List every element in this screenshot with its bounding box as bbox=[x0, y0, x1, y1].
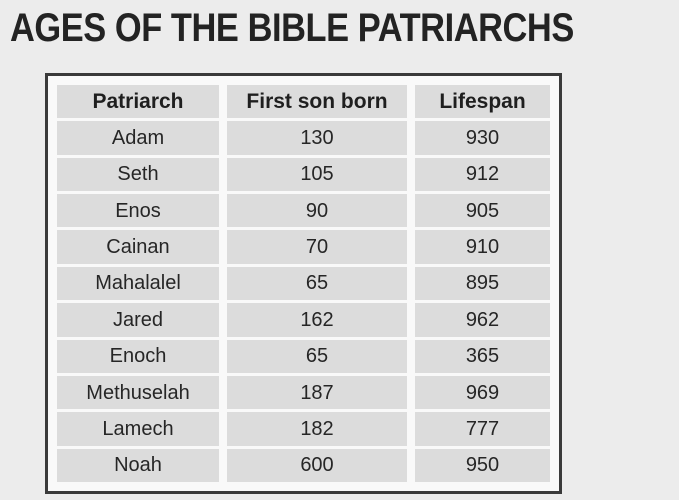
table-cell-first-son-born: 65 bbox=[227, 266, 407, 301]
table-cell-lifespan: 969 bbox=[415, 375, 550, 410]
table-cell-lifespan: 777 bbox=[415, 412, 550, 446]
table-cell-lifespan: 910 bbox=[415, 230, 550, 264]
table-cell-patriarch: Mahalalel bbox=[57, 266, 219, 301]
table-cell-first-son-born: 187 bbox=[227, 375, 407, 410]
table-cell-patriarch: Cainan bbox=[57, 230, 219, 264]
table-cell-lifespan: 905 bbox=[415, 194, 550, 228]
table-cell-lifespan: 912 bbox=[415, 157, 550, 192]
table-cell-first-son-born: 90 bbox=[227, 194, 407, 228]
table-cell-patriarch: Adam bbox=[57, 121, 219, 155]
table-cell-lifespan: 365 bbox=[415, 339, 550, 373]
table-cell-patriarch: Enos bbox=[57, 194, 219, 228]
table-cell-patriarch: Enoch bbox=[57, 339, 219, 373]
table-cell-first-son-born: 70 bbox=[227, 230, 407, 264]
table-cell-first-son-born: 105 bbox=[227, 157, 407, 192]
table-cell-first-son-born: 65 bbox=[227, 339, 407, 373]
table-cell-patriarch: Seth bbox=[57, 157, 219, 192]
table-cell-patriarch: Methuselah bbox=[57, 375, 219, 410]
table-cell-lifespan: 895 bbox=[415, 266, 550, 301]
column-header-lifespan: Lifespan bbox=[415, 85, 550, 119]
column-header-first-son-born: First son born bbox=[227, 85, 407, 119]
table-cell-lifespan: 950 bbox=[415, 448, 550, 482]
table-cell-first-son-born: 162 bbox=[227, 303, 407, 337]
table-cell-patriarch: Noah bbox=[57, 448, 219, 482]
page-title: AGES OF THE BIBLE PATRIARCHS bbox=[10, 6, 574, 50]
table-cell-first-son-born: 182 bbox=[227, 412, 407, 446]
table-cell-first-son-born: 130 bbox=[227, 121, 407, 155]
table-grid: Patriarch First son born Lifespan Adam 1… bbox=[57, 85, 550, 482]
column-header-patriarch: Patriarch bbox=[57, 85, 219, 119]
table-cell-lifespan: 962 bbox=[415, 303, 550, 337]
table-cell-first-son-born: 600 bbox=[227, 448, 407, 482]
table-cell-patriarch: Lamech bbox=[57, 412, 219, 446]
table-cell-lifespan: 930 bbox=[415, 121, 550, 155]
table-cell-patriarch: Jared bbox=[57, 303, 219, 337]
patriarchs-table: Patriarch First son born Lifespan Adam 1… bbox=[45, 73, 562, 494]
